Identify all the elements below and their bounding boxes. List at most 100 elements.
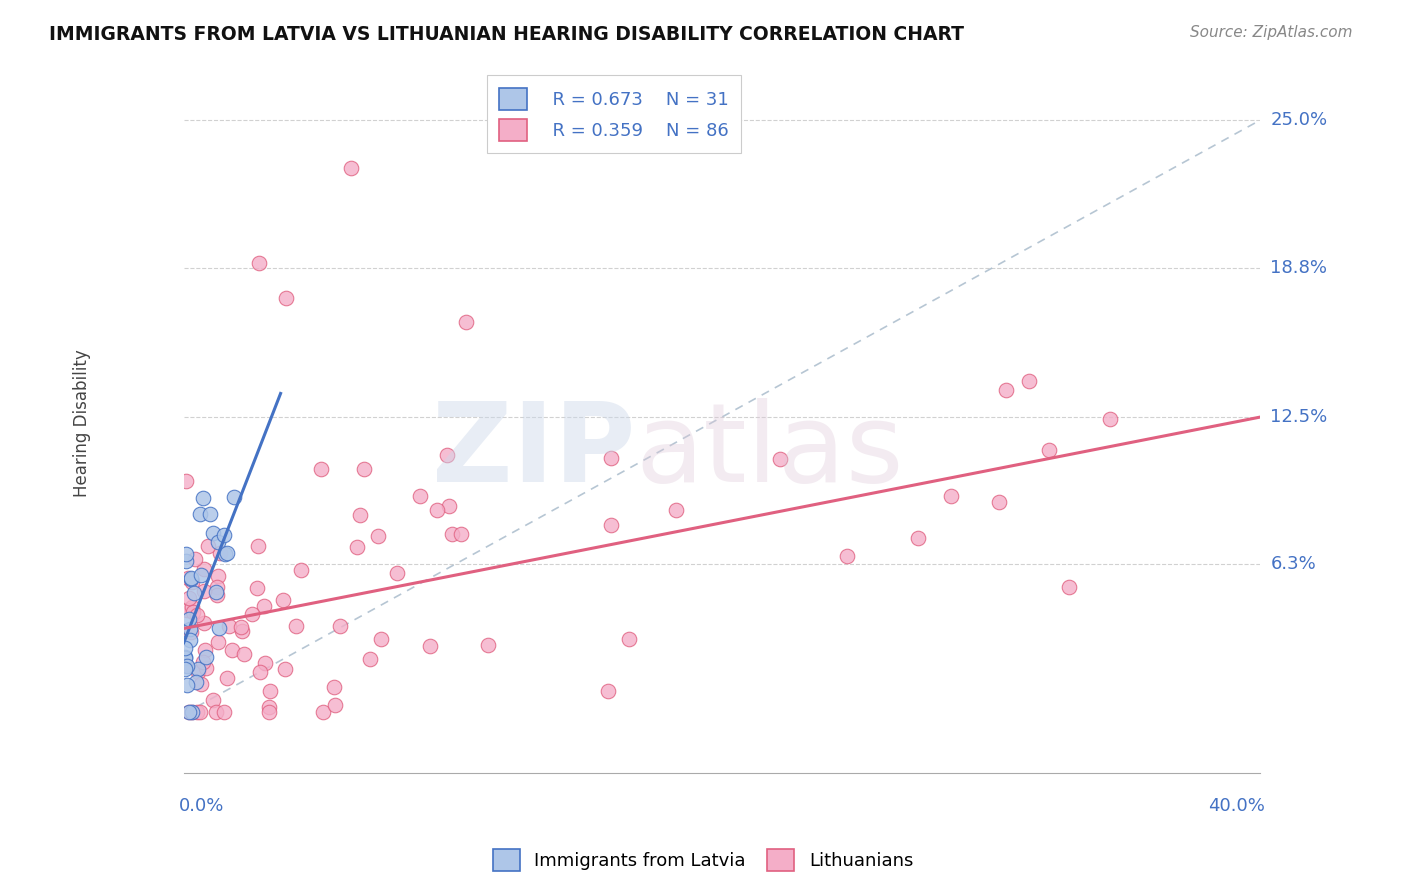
Point (259, 705, 281, 719)
Point (176, 657, 198, 672)
Point (426, 503, 449, 517)
Point (359, 652, 381, 666)
Point (205, 588, 228, 602)
Point (191, 655, 214, 669)
Point (184, 674, 207, 689)
Point (208, 546, 231, 560)
Point (197, 539, 219, 553)
Point (907, 531, 929, 545)
Point (204, 705, 226, 719)
Point (353, 461, 375, 475)
Point (247, 539, 270, 553)
Point (274, 292, 297, 306)
Point (456, 315, 478, 329)
Point (187, 662, 209, 676)
Point (274, 662, 297, 676)
Point (183, 586, 205, 600)
Point (323, 698, 346, 713)
Point (193, 562, 215, 576)
Point (665, 503, 688, 517)
Point (988, 495, 1011, 509)
Point (188, 705, 211, 719)
Point (198, 507, 221, 521)
Point (1057, 580, 1080, 594)
Point (176, 571, 198, 585)
Point (180, 574, 202, 589)
Text: 25.0%: 25.0% (1271, 112, 1327, 129)
Point (190, 567, 212, 582)
Point (370, 632, 392, 647)
Text: Source: ZipAtlas.com: Source: ZipAtlas.com (1189, 25, 1353, 40)
Point (284, 619, 307, 633)
Point (180, 625, 202, 640)
Point (195, 661, 218, 675)
Text: 6.3%: 6.3% (1271, 556, 1316, 574)
Text: 12.5%: 12.5% (1271, 409, 1327, 426)
Point (440, 527, 463, 541)
Point (995, 383, 1018, 397)
Point (176, 553, 198, 567)
Point (450, 527, 472, 541)
Point (598, 684, 620, 698)
Point (195, 650, 218, 665)
Point (180, 571, 202, 585)
Point (600, 450, 623, 465)
Point (247, 256, 270, 270)
Point (183, 605, 205, 619)
Point (214, 547, 236, 561)
Point (217, 671, 239, 685)
Point (179, 633, 201, 648)
Point (253, 599, 276, 614)
Point (173, 651, 195, 665)
Point (339, 161, 361, 175)
Point (176, 603, 198, 617)
Point (1038, 443, 1060, 458)
Point (290, 563, 312, 577)
Point (231, 624, 253, 638)
Point (329, 618, 352, 632)
Point (249, 665, 271, 679)
Point (181, 705, 204, 719)
Point (309, 462, 332, 476)
Point (186, 705, 208, 719)
Point (177, 591, 200, 606)
Point (439, 500, 461, 514)
Point (201, 525, 224, 540)
Point (205, 585, 228, 599)
Point (173, 650, 195, 665)
Point (941, 489, 963, 503)
Point (221, 642, 243, 657)
Text: 18.8%: 18.8% (1271, 259, 1327, 277)
Point (599, 518, 621, 533)
Legend: Immigrants from Latvia, Lithuanians: Immigrants from Latvia, Lithuanians (485, 842, 921, 879)
Point (408, 489, 430, 503)
Point (187, 665, 209, 679)
Point (176, 678, 198, 692)
Text: atlas: atlas (636, 398, 904, 505)
Point (179, 622, 201, 636)
Point (259, 684, 281, 698)
Point (259, 699, 281, 714)
Point (240, 607, 263, 621)
Point (253, 656, 276, 670)
Point (194, 643, 217, 657)
Point (436, 448, 458, 462)
Text: IMMIGRANTS FROM LATVIA VS LITHUANIAN HEARING DISABILITY CORRELATION CHART: IMMIGRANTS FROM LATVIA VS LITHUANIAN HEA… (49, 25, 965, 44)
Point (179, 612, 201, 626)
Point (176, 474, 198, 488)
Point (769, 452, 792, 467)
Point (218, 619, 240, 633)
Point (179, 705, 201, 719)
Point (188, 507, 211, 521)
Point (323, 681, 346, 695)
Legend:   R = 0.673    N = 31,   R = 0.359    N = 86: R = 0.673 N = 31, R = 0.359 N = 86 (486, 75, 741, 153)
Point (477, 638, 499, 652)
Point (181, 705, 204, 719)
Text: 40.0%: 40.0% (1208, 797, 1265, 815)
Point (222, 491, 245, 505)
Point (312, 705, 335, 719)
Point (1098, 412, 1121, 426)
Point (349, 508, 371, 522)
Point (177, 705, 200, 719)
Point (193, 583, 215, 598)
